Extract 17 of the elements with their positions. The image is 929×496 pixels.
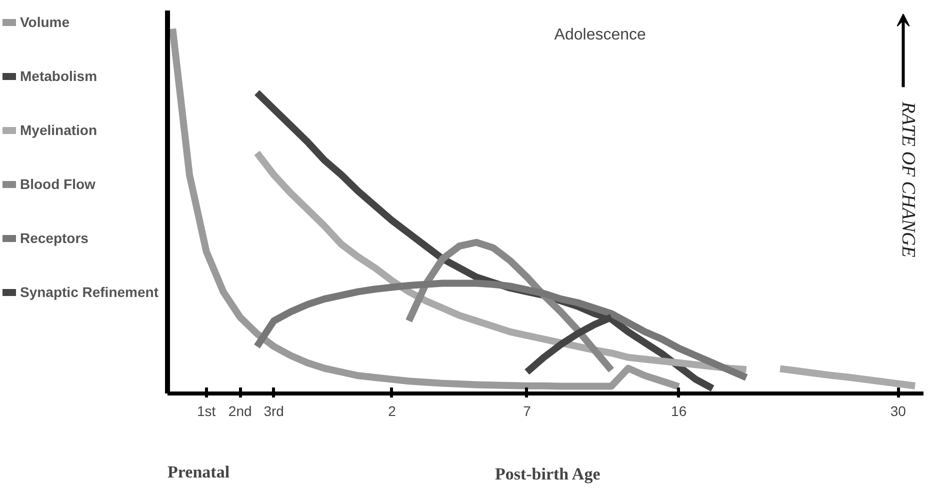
legend-label: Receptors bbox=[20, 230, 88, 246]
legend-label: Synaptic Refinement bbox=[20, 284, 158, 300]
legend-label: Myelination bbox=[20, 122, 98, 138]
x-tick-label: 2nd bbox=[228, 402, 252, 419]
x-tick-label: 16 bbox=[671, 402, 687, 419]
text: Prenatal bbox=[168, 462, 230, 482]
x-tick-label: 3rd bbox=[264, 402, 284, 419]
x-tick-label: 7 bbox=[523, 402, 532, 419]
x-tick-label: 30 bbox=[890, 402, 906, 419]
legend-label: Volume bbox=[20, 14, 70, 30]
x-tick-label: 2 bbox=[388, 402, 396, 419]
legend-label: Metabolism bbox=[20, 68, 98, 84]
text: Post-birth Age bbox=[494, 464, 601, 484]
y-axis-title: RATE OF CHANGE bbox=[898, 100, 918, 258]
annotation: Adolescence bbox=[554, 26, 646, 44]
x-tick-label: 1st bbox=[197, 402, 216, 419]
legend-label: Blood Flow bbox=[20, 176, 96, 192]
